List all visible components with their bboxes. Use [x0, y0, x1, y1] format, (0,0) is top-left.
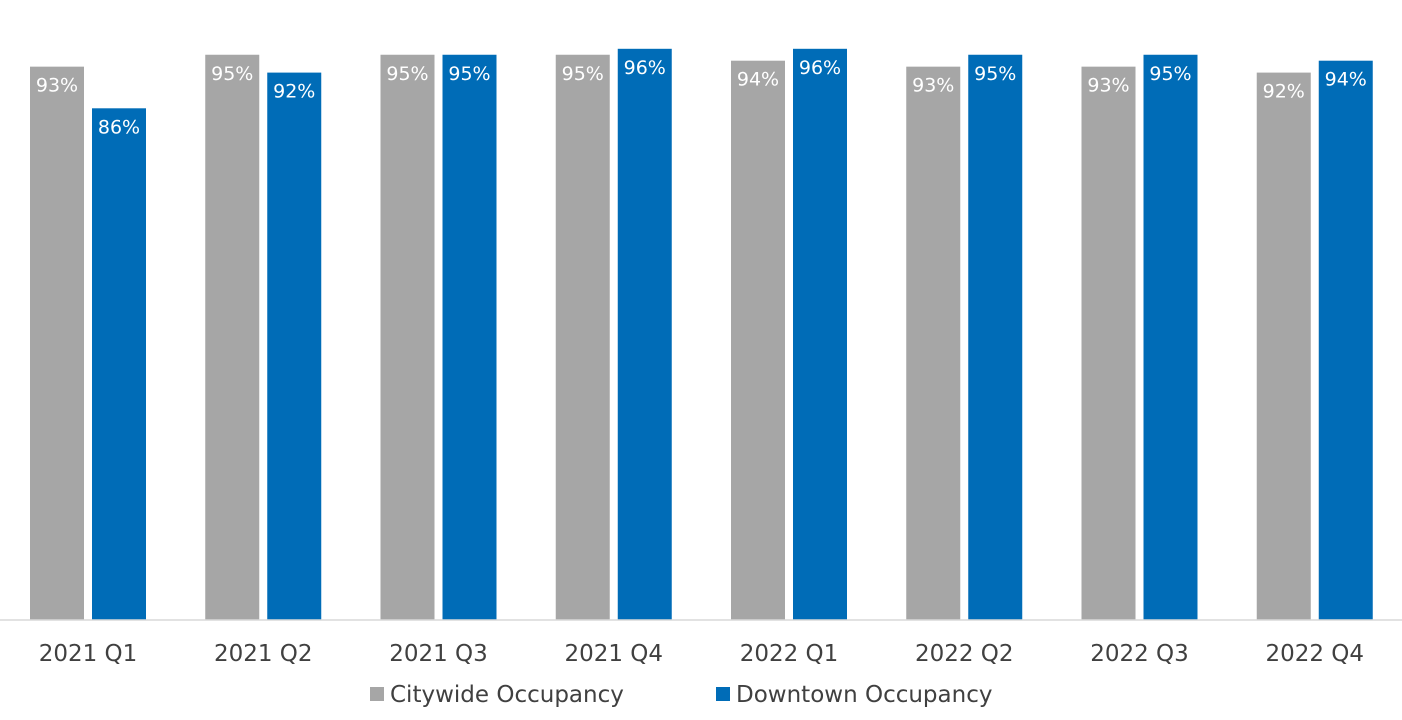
citywide-data-label: 95% [386, 63, 428, 85]
legend-label-citywide: Citywide Occupancy [390, 682, 624, 708]
downtown-data-label: 96% [624, 57, 666, 79]
downtown-data-label: 95% [974, 63, 1016, 85]
legend: Citywide Occupancy Downtown Occupancy [370, 682, 992, 708]
downtown-bar [793, 48, 847, 621]
downtown-data-label: 95% [1149, 63, 1191, 85]
x-axis-ticks: 2021 Q1 2021 Q2 2021 Q3 2021 Q4 2022 Q1 2022 … [39, 641, 1364, 667]
downtown-data-label: 86% [98, 116, 140, 138]
legend-swatch-citywide [370, 687, 384, 701]
downtown-bar [442, 54, 497, 620]
downtown-data-label: 94% [1325, 69, 1367, 91]
x-tick-label: 2021 Q1 [39, 641, 138, 667]
citywide-bar [380, 54, 435, 620]
downtown-data-label: 95% [448, 63, 490, 85]
citywide-data-label: 94% [737, 69, 779, 91]
legend-swatch-downtown [716, 687, 730, 701]
bars-layer: 93% 86% 95% 92% 95% 95% 95% 96% 94% 96% 93% 95% 93% 9… [30, 48, 1373, 621]
downtown-bar [617, 48, 672, 621]
downtown-bar [92, 108, 146, 621]
citywide-bar [1081, 66, 1136, 620]
x-tick-label: 2022 Q1 [740, 641, 839, 667]
downtown-bar [1143, 54, 1198, 620]
x-tick-label: 2021 Q4 [564, 641, 663, 667]
downtown-data-label: 96% [799, 57, 841, 79]
x-tick-label: 2021 Q2 [214, 641, 313, 667]
x-tick-label: 2022 Q4 [1265, 641, 1364, 667]
x-tick-label: 2022 Q2 [915, 641, 1014, 667]
citywide-bar [1256, 72, 1311, 621]
x-tick-label: 2021 Q3 [389, 641, 488, 667]
legend-label-downtown: Downtown Occupancy [736, 682, 992, 708]
citywide-data-label: 95% [211, 63, 253, 85]
citywide-bar [731, 60, 785, 620]
citywide-data-label: 93% [912, 75, 954, 97]
x-tick-label: 2022 Q3 [1090, 641, 1189, 667]
citywide-data-label: 93% [1087, 75, 1129, 97]
citywide-data-label: 95% [562, 63, 604, 85]
downtown-bar [968, 54, 1023, 620]
downtown-bar [1318, 60, 1373, 620]
citywide-bar [30, 66, 84, 620]
downtown-data-label: 92% [273, 81, 315, 103]
citywide-bar [906, 66, 961, 620]
citywide-data-label: 92% [1263, 81, 1305, 103]
citywide-bar [205, 54, 260, 620]
citywide-bar [555, 54, 610, 620]
downtown-bar [267, 72, 322, 621]
citywide-data-label: 93% [36, 75, 78, 97]
